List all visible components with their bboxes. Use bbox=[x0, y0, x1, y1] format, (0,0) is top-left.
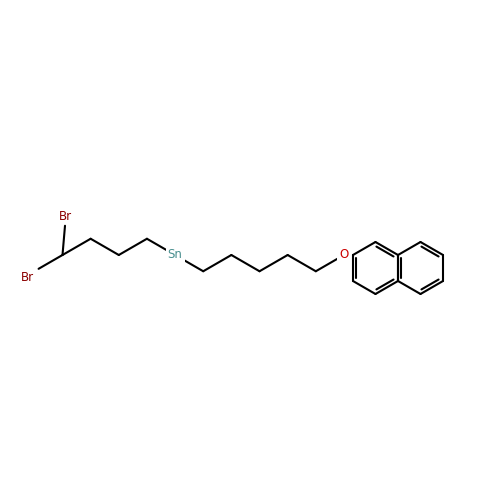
Text: Br: Br bbox=[58, 210, 71, 223]
Text: Br: Br bbox=[20, 272, 34, 284]
Text: O: O bbox=[340, 248, 348, 262]
Text: Sn: Sn bbox=[168, 248, 182, 262]
